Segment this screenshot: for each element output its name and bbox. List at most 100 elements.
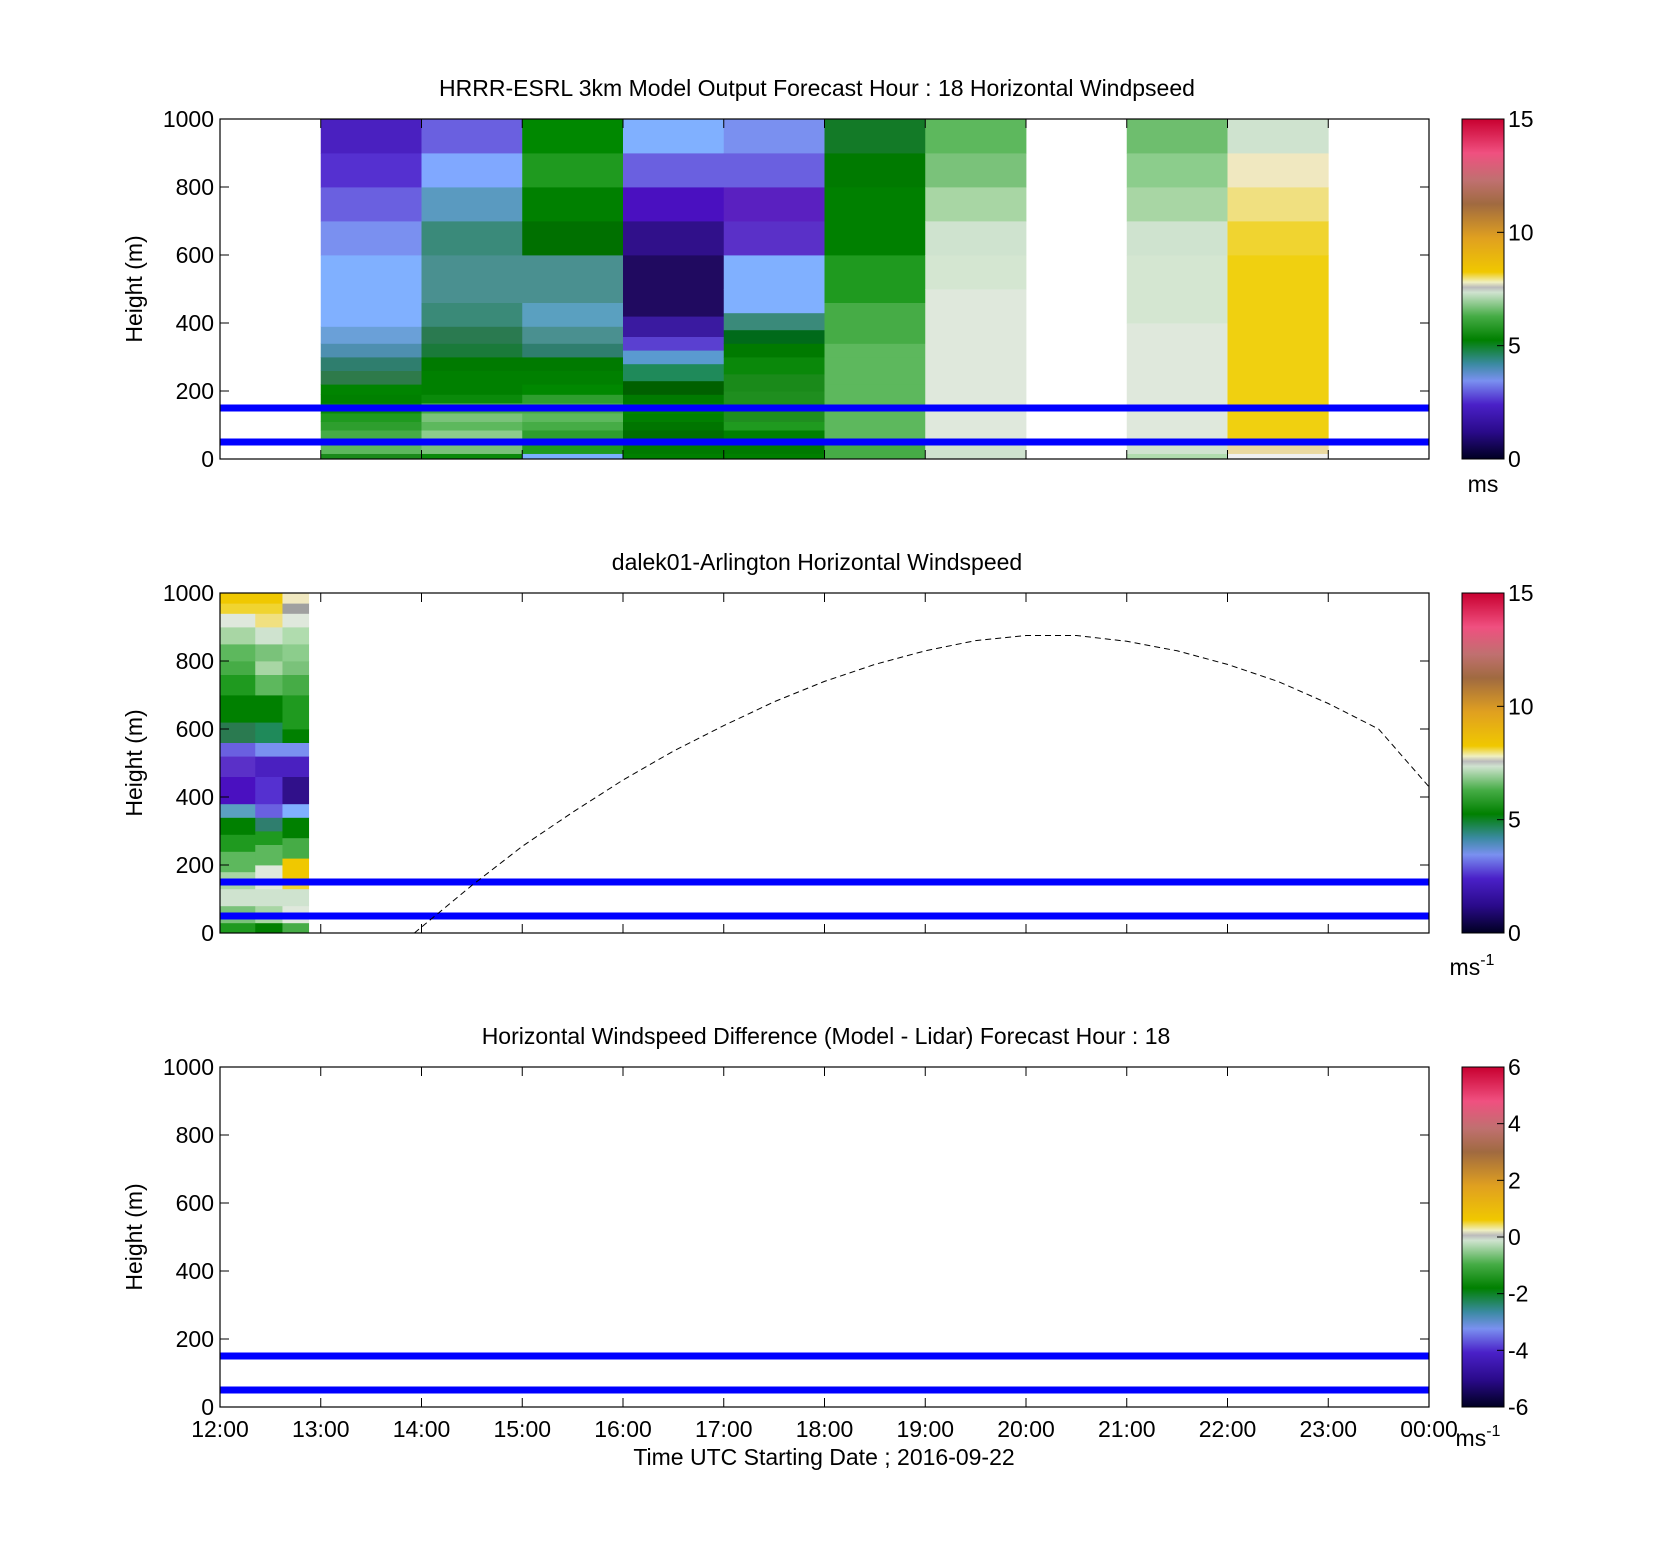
y-tick-label: 0 xyxy=(201,1394,214,1420)
heatmap-cell xyxy=(421,302,523,327)
heatmap-cell xyxy=(220,817,256,835)
x-axis-ticks xyxy=(219,593,1430,933)
heatmap-cell xyxy=(824,119,926,154)
heatmap-cell xyxy=(824,384,926,439)
panel-title: Horizontal Windspeed Difference (Model -… xyxy=(482,1023,1171,1049)
y-axis-label: Height (m) xyxy=(121,235,147,342)
heatmap-cell xyxy=(1126,453,1228,460)
heatmap-cell xyxy=(282,603,310,614)
heatmap-cell xyxy=(282,756,310,777)
heatmap-cell xyxy=(421,221,523,256)
dashed-curve xyxy=(414,635,1430,934)
heatmap-cell xyxy=(723,391,825,405)
y-tick-label: 400 xyxy=(176,784,214,810)
heatmap-cell xyxy=(824,187,926,222)
heatmap-cell xyxy=(522,187,624,222)
heatmap-cell xyxy=(623,153,725,188)
heatmap-cell xyxy=(255,613,283,628)
heatmap-cell xyxy=(824,302,926,327)
heatmap-cell xyxy=(220,644,256,662)
heatmap-cell xyxy=(824,343,926,358)
colorbar-tick-label: 6 xyxy=(1508,1054,1521,1080)
heatmap-cell xyxy=(1227,221,1329,256)
heatmap-cell xyxy=(1227,119,1329,154)
heatmap-cell xyxy=(623,255,725,317)
heatmap-cell xyxy=(421,394,523,404)
heatmap-cell xyxy=(522,326,624,344)
heatmap-cell xyxy=(421,384,523,395)
y-axis-label: Height (m) xyxy=(121,709,147,816)
heatmap-cell xyxy=(925,119,1027,154)
y-tick-label: 200 xyxy=(176,852,214,878)
heatmap-cell xyxy=(220,674,256,696)
colorbar-unit: ms-1 xyxy=(1456,1423,1501,1451)
heatmap-cell xyxy=(824,221,926,256)
x-tick-label: 13:00 xyxy=(292,1416,350,1442)
heatmap-cell xyxy=(282,888,310,907)
colorbar-tick-label: 0 xyxy=(1508,920,1521,946)
heatmap-cell xyxy=(421,370,523,385)
heatmap-cell xyxy=(522,343,624,358)
heatmap-cell xyxy=(282,661,310,675)
heatmap-cell xyxy=(623,453,725,460)
heatmap-cell xyxy=(320,221,422,256)
panel-model: HRRR-ESRL 3km Model Output Forecast Hour… xyxy=(121,75,1534,497)
heatmap-cell xyxy=(421,357,523,371)
heatmap-cell xyxy=(925,187,1027,222)
panel-difference: Horizontal Windspeed Difference (Model -… xyxy=(121,1023,1529,1470)
heatmap-cell xyxy=(522,255,624,303)
heatmap-cell xyxy=(255,756,283,777)
heatmap-cell xyxy=(623,336,725,351)
y-tick-label: 1000 xyxy=(163,580,214,606)
heatmap-cell xyxy=(723,357,825,375)
x-tick-label: 23:00 xyxy=(1299,1416,1357,1442)
y-tick-label: 400 xyxy=(176,310,214,336)
y-tick-label: 0 xyxy=(201,920,214,946)
heatmap-cell xyxy=(723,343,825,358)
x-tick-label: 00:00 xyxy=(1400,1416,1458,1442)
heatmap-cell xyxy=(220,613,256,628)
colorbar-ticks: -6 -4 -2 0 2 4 6 xyxy=(1497,1054,1529,1420)
heatmap-cell xyxy=(320,343,422,358)
heatmap-cell xyxy=(282,729,310,743)
heatmap-cell xyxy=(220,888,256,907)
heatmap-cell xyxy=(421,153,523,188)
x-axis-ticks: 12:00 13:00 14:00 15:00 16:00 17:00 18:00 19:00… xyxy=(191,1067,1458,1442)
heatmap-cell xyxy=(255,888,283,907)
y-tick-label: 200 xyxy=(176,378,214,404)
colorbar-ticks: 0 5 10 15 xyxy=(1497,580,1534,946)
heatmap-cell xyxy=(623,421,725,431)
heatmap-cell xyxy=(824,255,926,303)
heatmap-cell xyxy=(421,343,523,358)
heatmap-cell xyxy=(255,722,283,743)
panel-title: dalek01-Arlington Horizontal Windspeed xyxy=(612,549,1022,575)
colorbar-tick-label: 5 xyxy=(1508,333,1521,359)
heatmap-cell xyxy=(522,119,624,154)
colorbar-tick-label: -4 xyxy=(1508,1337,1529,1363)
heatmap-cell xyxy=(723,312,825,331)
heatmap-cell xyxy=(623,363,725,382)
colorbar-tick-label: 4 xyxy=(1508,1111,1521,1137)
colorbar-tick-label: 15 xyxy=(1508,106,1534,132)
heatmap-cell xyxy=(421,453,523,460)
heatmap-cell xyxy=(925,453,1027,460)
y-tick-label: 600 xyxy=(176,1190,214,1216)
heatmap-cell xyxy=(723,289,825,314)
x-tick-label: 14:00 xyxy=(393,1416,451,1442)
y-tick-label: 800 xyxy=(176,1122,214,1148)
y-tick-label: 1000 xyxy=(163,106,214,132)
colorbar-tick-label: 0 xyxy=(1508,1224,1521,1250)
heatmap-cell xyxy=(723,119,825,154)
colorbar-tick-label: 2 xyxy=(1508,1167,1521,1193)
reference-lines xyxy=(220,1352,1429,1394)
x-tick-label: 22:00 xyxy=(1199,1416,1257,1442)
heatmap-cell xyxy=(282,613,310,628)
heatmap-cell xyxy=(623,430,725,439)
heatmap-cell xyxy=(824,326,926,344)
heatmap-cell xyxy=(320,413,422,422)
heatmap-cell xyxy=(522,370,624,385)
colorbar-tick-label: 15 xyxy=(1508,580,1534,606)
heatmap-cell xyxy=(320,394,422,404)
colorbar: 0 5 10 15 ms xyxy=(1461,106,1534,497)
heatmap-cell xyxy=(623,221,725,256)
